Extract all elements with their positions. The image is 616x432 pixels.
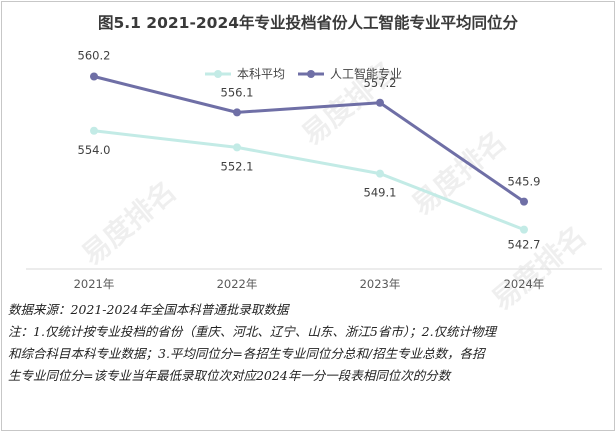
note-line-3: 生专业同位分=该专业当年最低录取位次对应2024年一分一段表相同位次的分数 — [8, 368, 451, 383]
data-label: 554.0 — [78, 143, 111, 157]
data-point — [520, 197, 528, 206]
data-source-note: 数据来源：2021-2024年全国本科普通批录取数据 — [8, 302, 289, 317]
data-label: 549.1 — [364, 186, 397, 200]
x-tick-label: 2022年 — [217, 277, 258, 291]
data-label: 542.7 — [508, 238, 541, 252]
x-tick-label: 2024年 — [504, 277, 545, 291]
x-tick-label: 2021年 — [74, 277, 115, 291]
data-point — [90, 126, 98, 135]
data-point — [520, 225, 528, 234]
data-point — [233, 143, 241, 152]
chart-notes: 数据来源：2021-2024年全国本科普通批录取数据 注：1.仅统计按专业投档的… — [8, 299, 610, 387]
legend-marker — [214, 70, 222, 78]
series-layer: 554.0 552.1 549.1 542.7 560.2 556.1 557.2 545.9 — [78, 49, 541, 252]
data-label: 545.9 — [508, 175, 541, 189]
data-point — [376, 98, 384, 107]
x-tick-label: 2023年 — [360, 277, 401, 291]
note-line-1: 注：1.仅统计按专业投档的省份（重庆、河北、辽宁、山东、浙江5省市）；2.仅统计… — [8, 324, 497, 339]
data-label: 552.1 — [221, 159, 254, 173]
legend-marker — [307, 70, 315, 78]
chart-title: 图5.1 2021-2024年专业投档省份人工智能专业平均同位分 — [97, 14, 519, 32]
note-line-2: 和综合科目本科专业数据；3.平均同位分=各招生专业同位分总和/招生专业总数，各招 — [8, 346, 485, 361]
data-label: 557.2 — [364, 76, 397, 90]
data-label: 556.1 — [221, 85, 254, 99]
legend: 本科平均 人工智能专业 — [205, 66, 402, 81]
data-label: 560.2 — [78, 49, 111, 63]
data-point — [376, 169, 384, 178]
data-point — [233, 108, 241, 117]
x-tick-labels: 2021年 2022年 2023年 2024年 — [74, 277, 545, 291]
legend-label: 本科平均 — [237, 67, 285, 81]
line-chart: 本科平均 人工智能专业 554.0 552.1 549.1 542.7 560.2 556.… — [26, 49, 602, 291]
series-line — [93, 75, 525, 203]
series-line — [93, 129, 525, 232]
legend-label: 人工智能专业 — [330, 66, 402, 81]
data-point — [90, 72, 98, 81]
